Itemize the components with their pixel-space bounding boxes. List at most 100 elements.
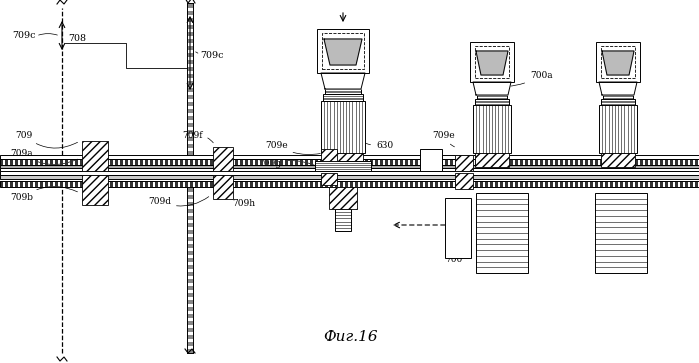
Bar: [187, 116, 193, 120]
Bar: [605, 159, 608, 165]
Bar: [187, 328, 193, 332]
Bar: [465, 181, 468, 187]
Bar: [595, 181, 598, 187]
Bar: [0, 171, 699, 175]
Bar: [350, 181, 353, 187]
Bar: [187, 237, 193, 241]
Bar: [95, 159, 98, 165]
Bar: [265, 181, 268, 187]
Polygon shape: [473, 82, 511, 95]
Bar: [655, 159, 658, 165]
Bar: [187, 265, 193, 269]
Bar: [187, 188, 193, 192]
Bar: [105, 181, 108, 187]
Bar: [535, 159, 538, 165]
Bar: [420, 181, 423, 187]
Bar: [205, 159, 208, 165]
Bar: [195, 159, 198, 165]
Bar: [515, 159, 518, 165]
Bar: [130, 159, 133, 165]
Bar: [115, 159, 118, 165]
Bar: [10, 181, 13, 187]
Bar: [565, 181, 568, 187]
Bar: [680, 181, 683, 187]
Bar: [630, 181, 633, 187]
Bar: [455, 159, 458, 165]
Bar: [55, 181, 58, 187]
Bar: [50, 159, 53, 165]
Text: 709g: 709g: [258, 159, 322, 169]
Bar: [550, 159, 553, 165]
Bar: [590, 181, 593, 187]
Bar: [187, 349, 193, 353]
Bar: [220, 159, 223, 165]
Bar: [305, 181, 308, 187]
Bar: [435, 181, 438, 187]
Bar: [395, 159, 398, 165]
Bar: [270, 181, 273, 187]
Bar: [40, 181, 43, 187]
Bar: [575, 181, 578, 187]
Bar: [675, 181, 678, 187]
Bar: [355, 181, 358, 187]
Bar: [475, 153, 509, 167]
Bar: [320, 159, 323, 165]
Bar: [25, 159, 28, 165]
Bar: [545, 159, 548, 165]
Bar: [187, 335, 193, 339]
Bar: [82, 175, 108, 205]
Bar: [187, 258, 193, 262]
Bar: [420, 149, 442, 171]
Bar: [475, 181, 478, 187]
Bar: [187, 314, 193, 318]
Bar: [187, 32, 193, 36]
Bar: [580, 181, 583, 187]
Bar: [187, 102, 193, 106]
Bar: [125, 181, 128, 187]
Bar: [515, 181, 518, 187]
Bar: [500, 159, 503, 165]
Bar: [185, 181, 188, 187]
Bar: [187, 11, 193, 15]
Bar: [205, 181, 208, 187]
Bar: [187, 123, 193, 127]
Bar: [405, 159, 408, 165]
Bar: [315, 159, 318, 165]
Bar: [213, 147, 233, 171]
Bar: [240, 181, 243, 187]
Bar: [330, 159, 333, 165]
Bar: [187, 130, 193, 134]
Text: 630: 630: [355, 137, 393, 150]
Bar: [70, 181, 73, 187]
Text: 709a: 709a: [10, 148, 78, 164]
Bar: [90, 181, 93, 187]
Bar: [565, 159, 568, 165]
Bar: [187, 151, 193, 155]
Bar: [130, 181, 133, 187]
Bar: [187, 109, 193, 113]
Bar: [235, 181, 238, 187]
Bar: [0, 155, 699, 159]
Text: Фиг.16: Фиг.16: [323, 330, 377, 344]
Bar: [190, 159, 193, 165]
Bar: [110, 159, 113, 165]
Bar: [187, 300, 193, 304]
Bar: [215, 181, 218, 187]
Bar: [255, 159, 258, 165]
Bar: [295, 159, 298, 165]
Bar: [187, 81, 193, 85]
Bar: [660, 181, 663, 187]
Bar: [410, 181, 413, 187]
Bar: [445, 181, 448, 187]
Bar: [280, 159, 283, 165]
Bar: [187, 74, 193, 78]
Bar: [170, 159, 173, 165]
Bar: [690, 159, 693, 165]
Bar: [305, 159, 308, 165]
Bar: [187, 67, 193, 71]
Bar: [475, 159, 478, 165]
Bar: [45, 159, 48, 165]
Bar: [275, 181, 278, 187]
Bar: [80, 181, 83, 187]
Bar: [115, 181, 118, 187]
